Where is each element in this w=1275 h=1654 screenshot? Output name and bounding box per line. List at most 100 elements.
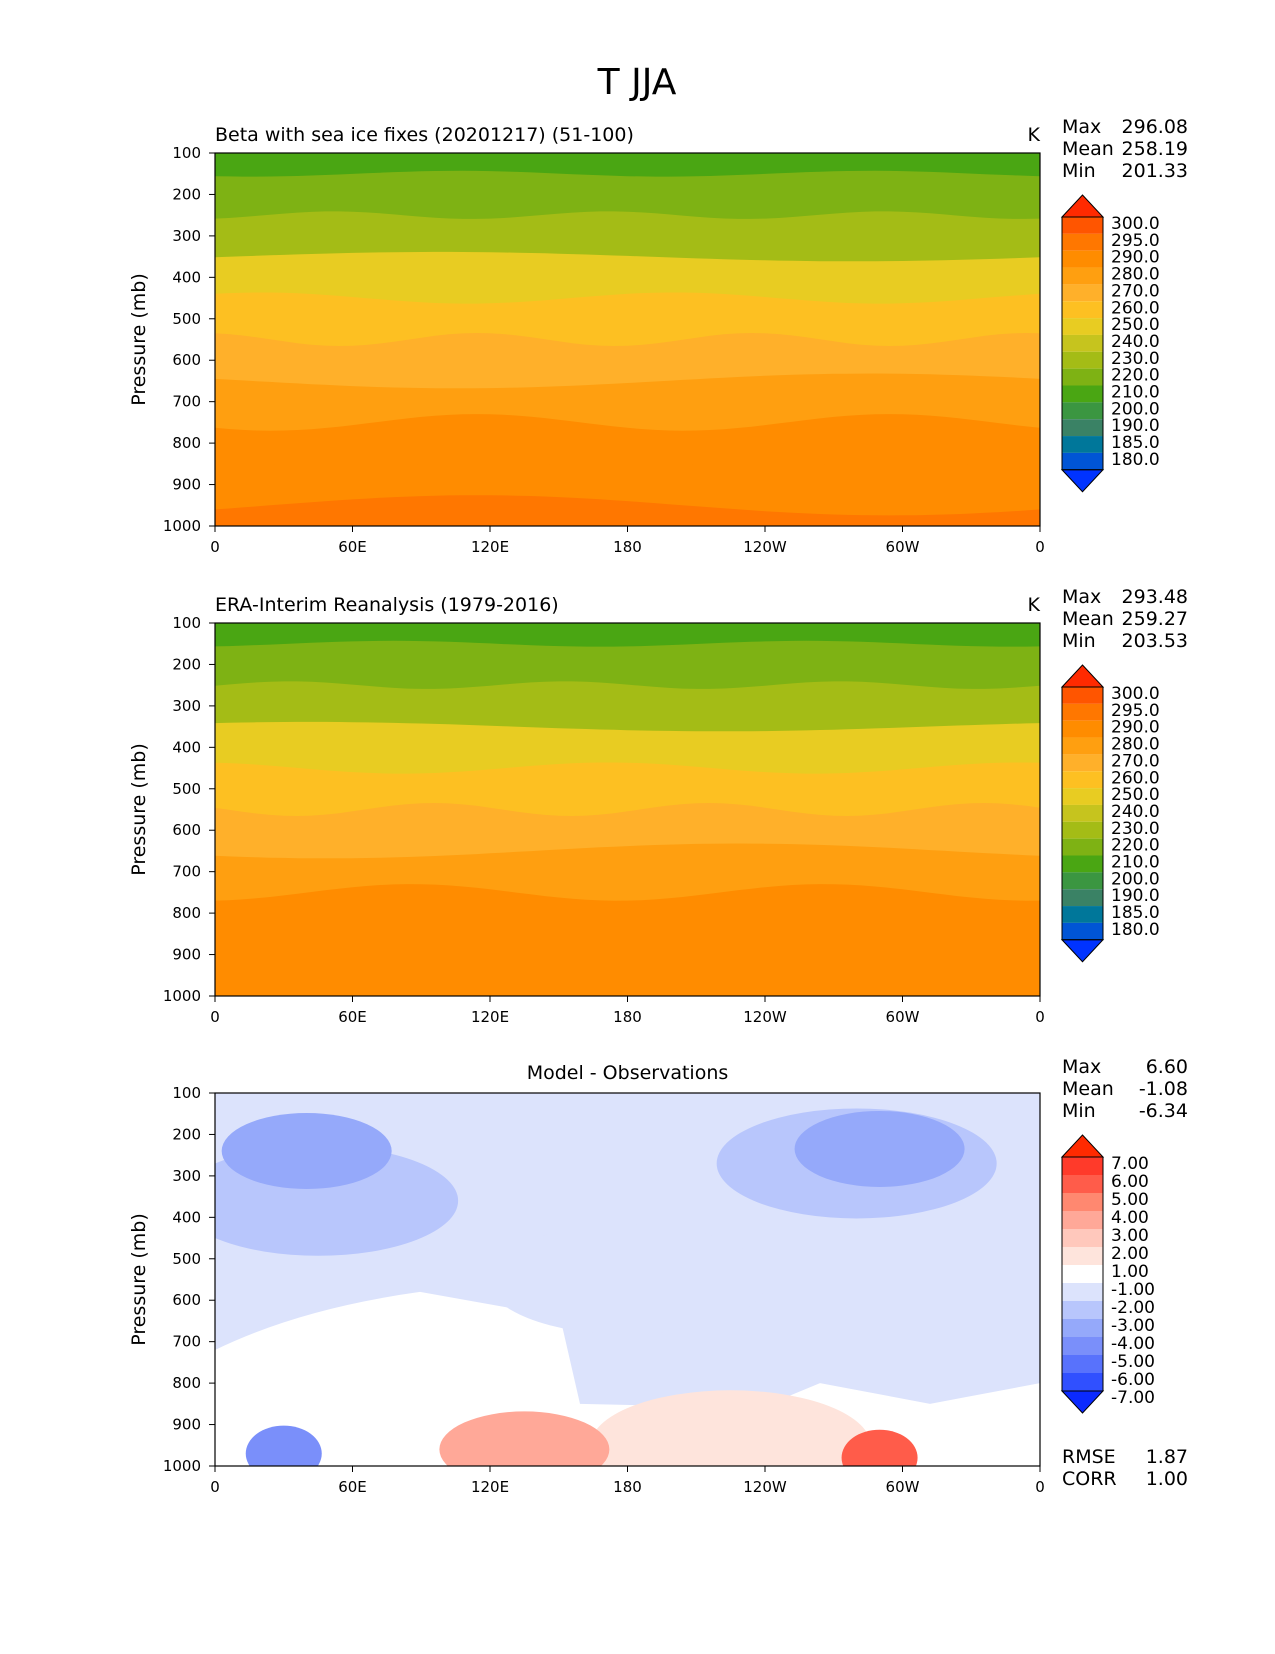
metric-label-rmse: RMSE bbox=[1062, 1446, 1116, 1468]
stat-value-mean: -1.08 bbox=[1139, 1078, 1188, 1100]
y-tick-label: 1000 bbox=[163, 517, 201, 535]
colorbar-segment bbox=[1062, 754, 1103, 772]
colorbar-segment bbox=[1062, 804, 1103, 822]
colorbar-segment bbox=[1062, 1211, 1103, 1229]
panel-2: ERA-Interim Reanalysis (1979-2016) K 100 20… bbox=[128, 586, 1188, 1026]
anomaly-blob bbox=[841, 1429, 918, 1466]
colorbar-segment bbox=[1062, 889, 1103, 907]
colorbar-label: 300.0 bbox=[1111, 684, 1160, 704]
y-tick-label: 1000 bbox=[163, 987, 201, 1005]
colorbar-extend-top bbox=[1060, 194, 1105, 218]
colorbar-segment bbox=[1062, 1175, 1103, 1193]
stat-value-min: -6.34 bbox=[1139, 1100, 1188, 1122]
colorbar-segment bbox=[1062, 267, 1103, 285]
colorbar-segment bbox=[1062, 436, 1103, 453]
colorbar: 300.0295.0290.0280.0270.0260.0250.0240.0… bbox=[1060, 194, 1160, 493]
colorbar-label: 210.0 bbox=[1111, 853, 1160, 873]
plot-area bbox=[215, 623, 1040, 996]
colorbar-label: -6.00 bbox=[1111, 1370, 1155, 1390]
colorbar-label: 260.0 bbox=[1111, 768, 1160, 788]
colorbar-segment bbox=[1062, 419, 1103, 437]
anomaly-blob bbox=[439, 1411, 610, 1466]
anomaly-blob bbox=[794, 1110, 965, 1187]
y-tick-label: 1000 bbox=[163, 1457, 201, 1475]
colorbar-label: 7.00 bbox=[1111, 1154, 1149, 1174]
colorbar-segment bbox=[1062, 1229, 1103, 1247]
colorbar-label: 180.0 bbox=[1111, 450, 1160, 470]
colorbar-extend-bottom bbox=[1060, 939, 1105, 963]
y-axis-label: Pressure (mb) bbox=[128, 273, 150, 406]
x-tick-label: 60E bbox=[338, 1008, 367, 1026]
colorbar-segment bbox=[1062, 250, 1103, 268]
colorbar-segment bbox=[1062, 703, 1103, 721]
colorbar-label: 220.0 bbox=[1111, 836, 1160, 856]
y-tick-label: 400 bbox=[172, 268, 201, 286]
y-tick-label: 500 bbox=[172, 1250, 201, 1268]
colorbar-label: 4.00 bbox=[1111, 1208, 1149, 1228]
colorbar-segment bbox=[1062, 1247, 1103, 1265]
colorbar-label: 5.00 bbox=[1111, 1190, 1149, 1210]
y-tick-label: 700 bbox=[172, 863, 201, 881]
colorbar-segment bbox=[1062, 788, 1103, 805]
colorbar-frame bbox=[1061, 216, 1104, 471]
x-tick-label: 0 bbox=[210, 538, 220, 556]
colorbar-label: -7.00 bbox=[1111, 1388, 1155, 1408]
y-axis-label: Pressure (mb) bbox=[128, 1213, 150, 1346]
anomaly-blob bbox=[221, 1113, 392, 1190]
stat-value-min: 201.33 bbox=[1122, 160, 1188, 182]
stat-label-min: Min bbox=[1062, 1100, 1096, 1122]
y-tick-label: 800 bbox=[172, 904, 201, 922]
y-tick-label: 600 bbox=[172, 821, 201, 839]
y-tick-label: 400 bbox=[172, 1208, 201, 1226]
colorbar-segment bbox=[1062, 452, 1103, 470]
stat-label-mean: Mean bbox=[1062, 1078, 1114, 1100]
x-tick-label: 180 bbox=[613, 1008, 642, 1026]
y-tick-label: 900 bbox=[172, 476, 201, 494]
x-tick-label: 0 bbox=[210, 1008, 220, 1026]
y-tick-label: 300 bbox=[172, 227, 201, 245]
colorbar-label: 3.00 bbox=[1111, 1226, 1149, 1246]
colorbar-segment bbox=[1062, 838, 1103, 856]
colorbar-segment bbox=[1062, 687, 1103, 704]
plot-area bbox=[215, 1093, 1040, 1466]
y-tick-label: 500 bbox=[172, 310, 201, 328]
colorbar-label: 180.0 bbox=[1111, 920, 1160, 940]
x-tick-label: 60W bbox=[886, 1008, 920, 1026]
colorbar-segment bbox=[1062, 334, 1103, 352]
panel-title: Beta with sea ice fixes (20201217) (51-1… bbox=[215, 124, 634, 146]
colorbar-label: 230.0 bbox=[1111, 819, 1160, 839]
stat-label-mean: Mean bbox=[1062, 608, 1114, 630]
colorbar-label: 200.0 bbox=[1111, 869, 1160, 889]
y-tick-label: 100 bbox=[172, 1084, 201, 1102]
colorbar-label: 295.0 bbox=[1111, 231, 1160, 251]
colorbar-label: -5.00 bbox=[1111, 1352, 1155, 1372]
colorbar-segment bbox=[1062, 1193, 1103, 1211]
colorbar-segment bbox=[1062, 855, 1103, 873]
x-tick-label: 0 bbox=[1035, 1478, 1045, 1496]
colorbar-label: 280.0 bbox=[1111, 735, 1160, 755]
colorbar-label: 200.0 bbox=[1111, 399, 1160, 419]
colorbar-segment bbox=[1062, 1373, 1103, 1391]
y-tick-label: 300 bbox=[172, 1167, 201, 1185]
stat-value-mean: 259.27 bbox=[1122, 608, 1188, 630]
anomaly-blob bbox=[487, 1224, 768, 1335]
stat-label-max: Max bbox=[1062, 586, 1101, 608]
colorbar-label: 290.0 bbox=[1111, 718, 1160, 738]
stat-value-max: 6.60 bbox=[1146, 1056, 1188, 1078]
colorbar-segment bbox=[1062, 1157, 1103, 1175]
stat-label-max: Max bbox=[1062, 1056, 1101, 1078]
colorbar-label: 230.0 bbox=[1111, 349, 1160, 369]
colorbar-label: 280.0 bbox=[1111, 265, 1160, 285]
y-tick-label: 400 bbox=[172, 738, 201, 756]
x-tick-label: 60E bbox=[338, 538, 367, 556]
y-tick-label: 600 bbox=[172, 1291, 201, 1309]
y-tick-label: 900 bbox=[172, 1416, 201, 1434]
colorbar-segment bbox=[1062, 1283, 1103, 1301]
colorbar-label: 6.00 bbox=[1111, 1172, 1149, 1192]
colorbar-label: 190.0 bbox=[1111, 416, 1160, 436]
metric-value-rmse: 1.87 bbox=[1146, 1446, 1188, 1468]
colorbar-extend-top bbox=[1060, 664, 1105, 688]
anomaly-blob bbox=[281, 1319, 562, 1430]
colorbar-label: 1.00 bbox=[1111, 1262, 1149, 1282]
